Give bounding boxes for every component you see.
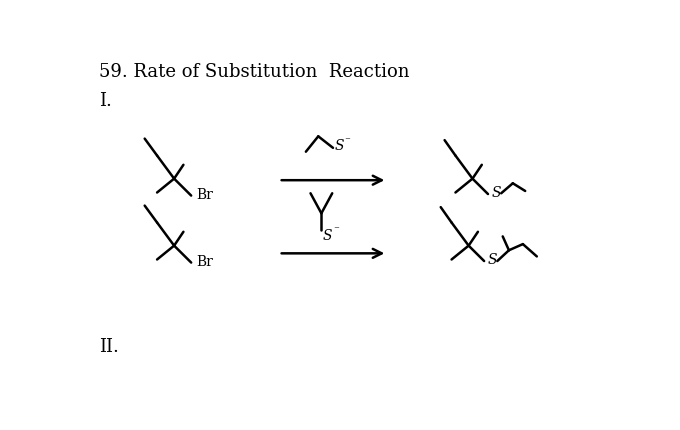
Text: Br: Br <box>196 255 213 269</box>
Text: S: S <box>488 253 496 267</box>
Text: ⁻: ⁻ <box>345 136 350 146</box>
Text: II.: II. <box>99 338 119 356</box>
Text: S: S <box>335 139 344 154</box>
Text: ⁻: ⁻ <box>333 225 339 235</box>
Text: S: S <box>323 229 333 243</box>
Text: Br: Br <box>196 188 213 202</box>
Text: S: S <box>491 186 500 200</box>
Text: 59. Rate of Substitution  Reaction: 59. Rate of Substitution Reaction <box>99 63 409 81</box>
Text: I.: I. <box>99 92 112 110</box>
